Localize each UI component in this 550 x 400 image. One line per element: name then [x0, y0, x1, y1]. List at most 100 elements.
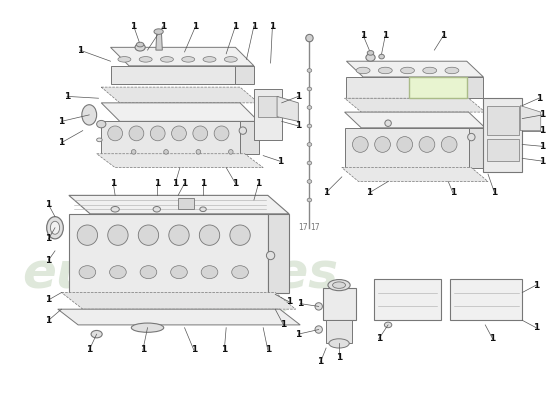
Text: 1: 1	[182, 179, 188, 188]
Ellipse shape	[400, 67, 415, 74]
Ellipse shape	[329, 339, 349, 348]
Text: 1: 1	[491, 188, 498, 197]
Text: 1: 1	[540, 126, 546, 135]
Polygon shape	[235, 66, 254, 84]
Ellipse shape	[129, 126, 144, 141]
Text: 17: 17	[298, 223, 308, 232]
Ellipse shape	[366, 54, 375, 61]
Ellipse shape	[306, 34, 313, 42]
Ellipse shape	[315, 326, 322, 333]
Polygon shape	[101, 103, 258, 121]
Polygon shape	[469, 128, 485, 168]
Text: 1: 1	[172, 179, 178, 188]
Ellipse shape	[328, 280, 350, 291]
Ellipse shape	[228, 150, 233, 154]
Text: 1: 1	[270, 22, 276, 30]
Ellipse shape	[79, 266, 96, 279]
Ellipse shape	[182, 56, 195, 62]
Text: 1: 1	[323, 188, 329, 197]
Text: 1: 1	[251, 22, 257, 30]
Text: 1: 1	[46, 316, 52, 325]
Polygon shape	[346, 77, 467, 98]
Text: 1: 1	[46, 200, 52, 209]
Ellipse shape	[441, 137, 457, 152]
Text: 1: 1	[533, 323, 539, 332]
Text: 1: 1	[295, 330, 301, 339]
Polygon shape	[268, 214, 289, 292]
Polygon shape	[178, 198, 194, 209]
Text: 1: 1	[232, 22, 239, 30]
Ellipse shape	[82, 105, 97, 125]
Ellipse shape	[138, 225, 158, 245]
Ellipse shape	[193, 126, 208, 141]
Text: 1: 1	[295, 92, 301, 101]
Text: 1: 1	[441, 31, 447, 40]
Text: 1: 1	[46, 234, 52, 243]
Ellipse shape	[423, 67, 437, 74]
Ellipse shape	[77, 225, 97, 245]
Polygon shape	[483, 98, 522, 172]
Ellipse shape	[111, 206, 119, 212]
Ellipse shape	[384, 322, 392, 328]
Ellipse shape	[375, 137, 390, 152]
Polygon shape	[450, 279, 522, 320]
Ellipse shape	[131, 323, 164, 332]
Polygon shape	[58, 309, 300, 325]
Polygon shape	[467, 77, 483, 98]
Ellipse shape	[108, 126, 123, 141]
Polygon shape	[487, 106, 519, 135]
Text: 1: 1	[265, 345, 271, 354]
Text: a passion for parts: a passion for parts	[81, 296, 288, 316]
Ellipse shape	[200, 207, 206, 212]
Text: 1: 1	[533, 281, 539, 290]
Ellipse shape	[170, 266, 188, 279]
Ellipse shape	[230, 225, 250, 245]
Ellipse shape	[150, 126, 165, 141]
Ellipse shape	[307, 106, 312, 109]
Text: 1: 1	[153, 179, 160, 188]
Ellipse shape	[97, 120, 106, 128]
Text: 1: 1	[160, 22, 167, 30]
Ellipse shape	[385, 120, 391, 126]
Ellipse shape	[367, 50, 374, 55]
Ellipse shape	[333, 282, 345, 288]
Ellipse shape	[397, 137, 412, 152]
Polygon shape	[323, 288, 356, 320]
Text: 1: 1	[46, 296, 52, 304]
Text: 1: 1	[317, 358, 323, 366]
Polygon shape	[101, 121, 240, 154]
Text: 1: 1	[540, 110, 546, 119]
Ellipse shape	[109, 266, 126, 279]
Text: 1: 1	[336, 353, 342, 362]
Polygon shape	[326, 320, 352, 344]
Ellipse shape	[214, 126, 229, 141]
Text: 1: 1	[86, 345, 92, 354]
Text: 1: 1	[64, 92, 70, 101]
Ellipse shape	[91, 330, 102, 338]
Ellipse shape	[153, 206, 161, 212]
Polygon shape	[156, 32, 162, 50]
Polygon shape	[111, 66, 235, 84]
Text: 1: 1	[360, 31, 366, 40]
Text: 1: 1	[140, 345, 146, 354]
Text: 1: 1	[297, 299, 303, 308]
Polygon shape	[520, 106, 541, 131]
Polygon shape	[69, 214, 268, 292]
Ellipse shape	[199, 225, 219, 245]
Text: 1: 1	[192, 22, 199, 30]
Polygon shape	[345, 98, 485, 112]
Polygon shape	[69, 195, 289, 214]
Polygon shape	[409, 77, 467, 98]
Ellipse shape	[51, 221, 59, 234]
Ellipse shape	[307, 161, 312, 165]
Text: 1: 1	[191, 345, 197, 354]
Ellipse shape	[307, 180, 312, 183]
Ellipse shape	[172, 126, 186, 141]
Text: eurospares: eurospares	[22, 250, 338, 298]
Ellipse shape	[356, 67, 370, 74]
Text: 1: 1	[280, 320, 287, 330]
Polygon shape	[111, 47, 254, 66]
Polygon shape	[345, 128, 469, 168]
Polygon shape	[374, 279, 441, 320]
Ellipse shape	[131, 150, 136, 154]
